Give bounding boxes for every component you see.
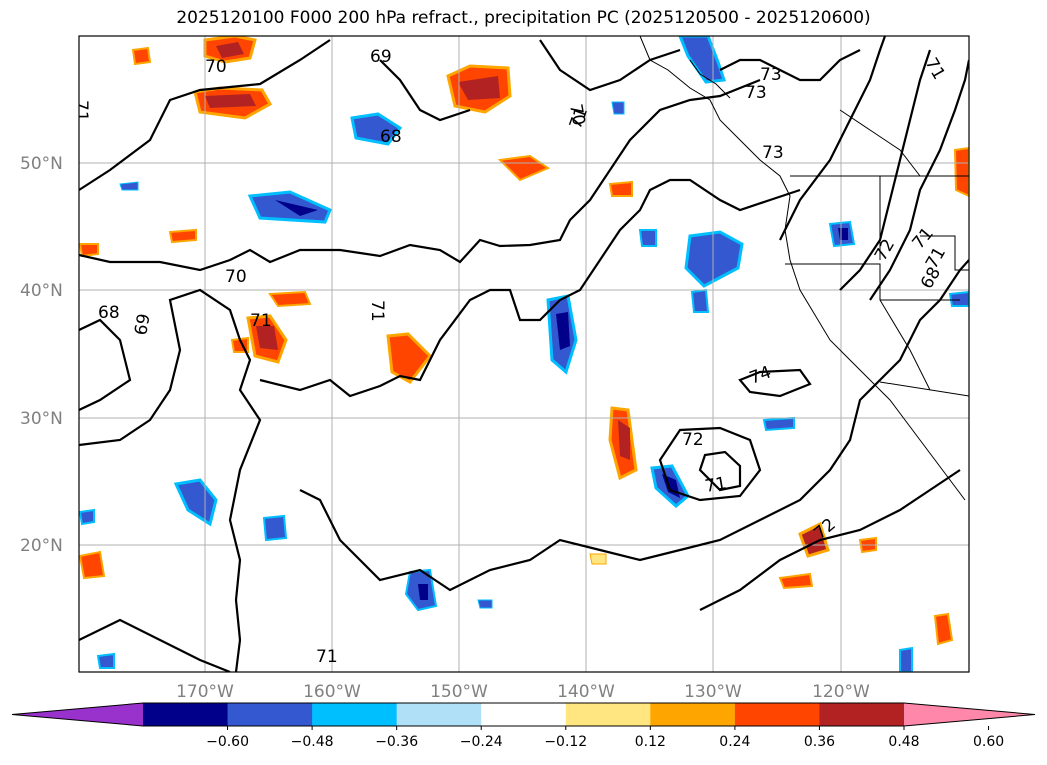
colorbar-tick-label: −0.12 xyxy=(544,734,587,750)
colorbar-bin xyxy=(396,703,482,726)
colorbar-tick-label: −0.36 xyxy=(375,734,418,750)
lon-label-160w: 160°W xyxy=(303,682,361,702)
colorbar-tick-label: −0.60 xyxy=(206,734,249,750)
contour-label: 73 xyxy=(762,143,784,163)
contour-label: 70 xyxy=(205,57,227,77)
colorbar-extend-high xyxy=(904,703,1035,726)
contour-label: 68 xyxy=(98,303,120,323)
lon-label-140w: 140°W xyxy=(557,682,615,702)
colorbar-tick-label: 0.60 xyxy=(973,734,1004,750)
map-frame xyxy=(78,35,970,673)
negative-anomaly-areas xyxy=(79,36,969,672)
contour-label: 70 xyxy=(225,267,247,287)
lon-label-130w: 130°W xyxy=(684,682,742,702)
contour-label: 69 xyxy=(131,312,154,337)
contour-label: 68 xyxy=(380,127,402,147)
colorbar-tick-label: −0.24 xyxy=(460,734,503,750)
colorbar-bin xyxy=(143,703,229,726)
lat-label-50n: 50°N xyxy=(20,154,63,174)
map-plot-area: 70 69 71 70 71 73 73 73 71 68 69 68 70 7… xyxy=(71,36,969,672)
positive-anomaly-areas xyxy=(79,36,969,646)
latitude-labels: 50°N 40°N 30°N 20°N xyxy=(20,154,63,556)
contour-label: 72 xyxy=(682,430,704,450)
contour-label: 73 xyxy=(745,83,767,103)
contour-label: 71 xyxy=(703,473,728,496)
colorbar-bin xyxy=(819,703,905,726)
refractivity-contours xyxy=(79,36,969,672)
colorbar-tick-label: −0.48 xyxy=(291,734,334,750)
colorbar-tick-label: 0.24 xyxy=(719,734,750,750)
colorbar-bin xyxy=(227,703,313,726)
colorbar-bin xyxy=(650,703,736,726)
contour-label: 73 xyxy=(760,65,782,85)
colorbar-tick-label: 0.48 xyxy=(888,734,919,750)
contour-label: 71 xyxy=(316,647,338,667)
coastlines xyxy=(639,36,969,501)
colorbar-extend-low xyxy=(12,703,143,726)
colorbar-bin xyxy=(312,703,398,726)
lon-label-170w: 170°W xyxy=(176,682,234,702)
graticule xyxy=(79,36,969,672)
contour-label: 71 xyxy=(71,100,91,122)
lat-label-30n: 30°N xyxy=(20,409,63,429)
colorbar-tick-label: 0.36 xyxy=(804,734,835,750)
lon-label-120w: 120°W xyxy=(812,682,870,702)
lat-label-20n: 20°N xyxy=(20,536,63,556)
contour-label: 70 xyxy=(565,102,588,127)
precip-shading xyxy=(79,36,969,672)
colorbar-bin xyxy=(481,703,567,726)
lat-label-40n: 40°N xyxy=(20,281,63,301)
map-title: 2025120100 F000 200 hPa refract., precip… xyxy=(176,8,871,28)
contour-label: 71 xyxy=(367,300,387,322)
colorbar-tick-label: 0.12 xyxy=(635,734,666,750)
lon-label-150w: 150°W xyxy=(430,682,488,702)
contour-label: 69 xyxy=(370,47,392,67)
contour-label: 71 xyxy=(250,311,272,331)
colorbar-bin xyxy=(565,703,651,726)
colorbar: −0.60 −0.48 −0.36 −0.24 −0.12 0.12 0.24 0.36 0.4… xyxy=(11,702,1036,750)
longitude-labels: 170°W 160°W 150°W 140°W 130°W 120°W xyxy=(176,682,870,702)
colorbar-bin xyxy=(734,703,820,726)
colorbar-outline xyxy=(11,702,1036,727)
